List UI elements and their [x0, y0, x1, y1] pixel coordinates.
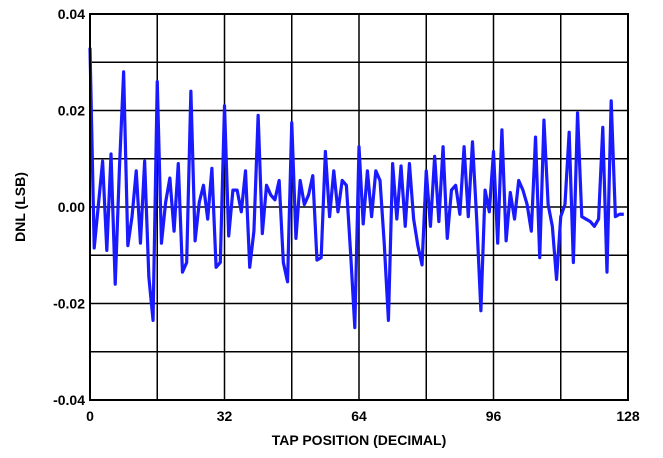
y-tick-label: 0.04	[58, 6, 85, 22]
y-tick-label: -0.04	[53, 392, 85, 408]
y-tick-label: -0.02	[53, 296, 85, 312]
x-tick-label: 96	[486, 408, 502, 424]
y-tick-label: 0.00	[58, 199, 85, 215]
y-axis-label: DNL (LSB)	[12, 172, 28, 242]
x-tick-label: 0	[86, 408, 94, 424]
dnl-series-line	[88, 47, 624, 330]
x-axis-label: TAP POSITION (DECIMAL)	[272, 432, 446, 448]
plot-frame	[89, 13, 629, 401]
x-tick-label: 32	[217, 408, 233, 424]
series-layer	[88, 47, 624, 330]
y-tick-label: 0.02	[58, 103, 85, 119]
x-tick-label: 64	[351, 408, 367, 424]
tick-labels: 0 32 64 96 128 -0.04 -0.02 0.00 0.02 0.04	[53, 6, 640, 424]
x-tick-label: 128	[616, 408, 640, 424]
